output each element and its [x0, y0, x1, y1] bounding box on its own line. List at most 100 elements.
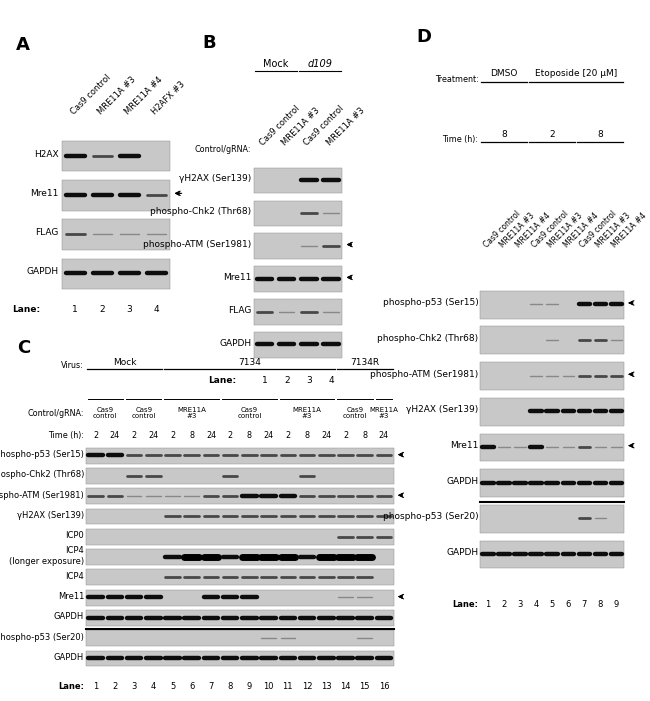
Text: MRE11A #4: MRE11A #4 — [123, 76, 164, 117]
Text: 7134R: 7134R — [350, 358, 379, 367]
Text: 1: 1 — [262, 376, 268, 386]
Text: ICP0: ICP0 — [66, 531, 84, 540]
Text: MRE11A #4: MRE11A #4 — [610, 211, 648, 250]
Text: Mre11: Mre11 — [31, 189, 59, 198]
Bar — [86, 489, 393, 504]
Bar — [86, 549, 393, 565]
Bar — [254, 299, 342, 325]
Text: phospho-Chk2 (Thr68): phospho-Chk2 (Thr68) — [150, 207, 252, 216]
Text: Lane:: Lane: — [58, 682, 84, 691]
Text: FLAG: FLAG — [228, 306, 252, 315]
Text: Cas9 control: Cas9 control — [258, 104, 302, 148]
Text: DMSO: DMSO — [490, 69, 518, 79]
Text: Cas9
control: Cas9 control — [93, 407, 118, 418]
Text: B: B — [203, 34, 216, 53]
Text: Cas9
control: Cas9 control — [131, 407, 156, 418]
Text: 4: 4 — [328, 376, 333, 386]
Bar — [480, 433, 624, 461]
Bar — [86, 610, 393, 626]
Text: 8: 8 — [597, 130, 603, 139]
Text: Etoposide [20 μM]: Etoposide [20 μM] — [535, 69, 617, 79]
Text: GAPDH: GAPDH — [447, 477, 478, 486]
Text: γH2AX (Ser139): γH2AX (Ser139) — [17, 511, 84, 520]
Text: GAPDH: GAPDH — [54, 613, 84, 621]
Text: 6: 6 — [566, 600, 571, 609]
Bar — [62, 259, 170, 289]
Text: 14: 14 — [340, 682, 351, 691]
Text: Mre11: Mre11 — [450, 441, 478, 450]
Text: 9: 9 — [247, 682, 252, 691]
Text: 2: 2 — [227, 431, 233, 440]
Bar — [480, 362, 624, 390]
Text: H2AX: H2AX — [34, 149, 59, 158]
Text: Cas9
control: Cas9 control — [343, 407, 367, 418]
Text: GAPDH: GAPDH — [54, 653, 84, 662]
Text: 3: 3 — [517, 600, 523, 609]
Bar — [62, 141, 170, 171]
Bar — [480, 469, 624, 497]
Bar — [254, 233, 342, 259]
Bar — [86, 590, 393, 606]
Text: 1: 1 — [93, 682, 98, 691]
Bar — [254, 266, 342, 292]
Bar — [86, 569, 393, 585]
Bar — [62, 219, 170, 250]
Text: 2: 2 — [131, 431, 136, 440]
Text: Lane:: Lane: — [208, 376, 236, 386]
Text: MRE11A #4: MRE11A #4 — [562, 211, 600, 250]
Text: 24: 24 — [110, 431, 120, 440]
Bar — [62, 180, 170, 210]
Text: 2: 2 — [284, 376, 289, 386]
Bar — [86, 529, 393, 545]
Text: Time (h):: Time (h): — [48, 431, 84, 440]
Text: 8: 8 — [247, 431, 252, 440]
Text: MRE11A #3: MRE11A #3 — [280, 107, 322, 148]
Text: 4: 4 — [153, 305, 159, 313]
Text: Time (h):: Time (h): — [443, 135, 478, 144]
Text: MRE11A #4: MRE11A #4 — [514, 211, 552, 250]
Text: Lane:: Lane: — [452, 600, 478, 609]
Text: 1: 1 — [486, 600, 491, 609]
Text: 2: 2 — [549, 130, 555, 139]
Bar — [86, 509, 393, 524]
Text: 8: 8 — [501, 130, 507, 139]
Text: C: C — [17, 339, 30, 357]
Text: phospho-Chk2 (Thr68): phospho-Chk2 (Thr68) — [0, 470, 84, 479]
Text: 7134: 7134 — [238, 358, 261, 367]
Text: 13: 13 — [321, 682, 332, 691]
Text: 2: 2 — [99, 305, 105, 313]
Text: MRE11A
#3: MRE11A #3 — [369, 407, 398, 418]
Text: Lane:: Lane: — [12, 305, 40, 313]
Text: MRE11A
#3: MRE11A #3 — [177, 407, 206, 418]
Text: phospho-ATM (Ser1981): phospho-ATM (Ser1981) — [0, 491, 84, 500]
Text: 2: 2 — [170, 431, 175, 440]
Text: Control/gRNA:: Control/gRNA: — [195, 146, 252, 154]
Text: phospho-p53 (Ser15): phospho-p53 (Ser15) — [0, 450, 84, 459]
Text: Cas9 control: Cas9 control — [578, 209, 618, 250]
Text: d109: d109 — [307, 59, 332, 69]
Bar — [480, 291, 624, 319]
Text: 1: 1 — [72, 305, 78, 313]
Text: 8: 8 — [362, 431, 367, 440]
Text: Mock: Mock — [112, 358, 136, 367]
Bar — [86, 448, 393, 463]
Text: 2: 2 — [501, 600, 507, 609]
Text: ICP4
(longer exposure): ICP4 (longer exposure) — [9, 546, 84, 566]
Text: phospho-Chk2 (Thr68): phospho-Chk2 (Thr68) — [377, 334, 478, 343]
Text: 15: 15 — [359, 682, 370, 691]
Text: 3: 3 — [131, 682, 136, 691]
Text: 2: 2 — [285, 431, 291, 440]
Text: phospho-p53 (Ser15): phospho-p53 (Ser15) — [383, 299, 478, 308]
Text: MRE11A #3: MRE11A #3 — [96, 75, 137, 117]
Text: 8: 8 — [597, 600, 603, 609]
Text: Mre11: Mre11 — [58, 592, 84, 601]
Text: phospho-ATM (Ser1981): phospho-ATM (Ser1981) — [370, 370, 478, 379]
Bar — [480, 505, 624, 533]
Text: γH2AX (Ser139): γH2AX (Ser139) — [406, 405, 478, 414]
Text: GAPDH: GAPDH — [27, 267, 59, 276]
Text: 7: 7 — [582, 600, 587, 609]
Text: GAPDH: GAPDH — [219, 339, 252, 348]
Bar — [86, 468, 393, 484]
Text: 2: 2 — [93, 431, 98, 440]
Bar — [254, 332, 342, 358]
